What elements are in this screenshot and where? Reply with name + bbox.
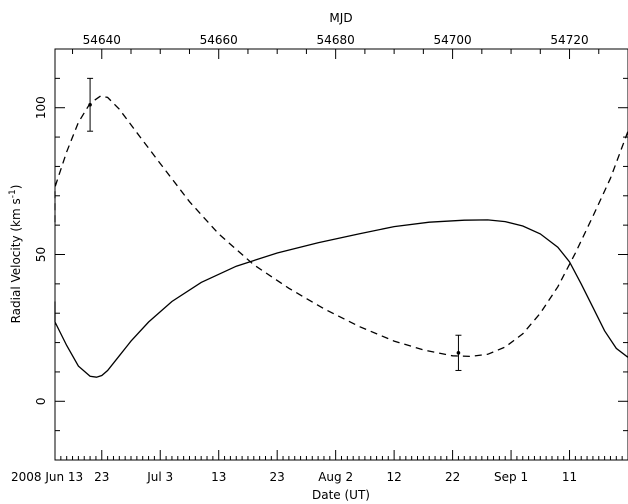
- y-axis-title: Radial Velocity (km s-1): [8, 185, 23, 324]
- bottom-tick-label: 12: [386, 470, 401, 484]
- top-axis-title: MJD: [329, 11, 352, 25]
- top-tick-label: 54660: [200, 33, 238, 47]
- top-tick-label: 54640: [83, 33, 121, 47]
- data-point: [456, 351, 461, 355]
- y-tick-label: 50: [34, 247, 48, 262]
- bottom-tick-label: 23: [270, 470, 285, 484]
- y-axis-title-close: ): [9, 185, 23, 190]
- bottom-tick-label: 2008 Jun 13: [11, 470, 83, 484]
- plot-frame: [54, 48, 628, 461]
- axis-ticks: [54, 48, 628, 461]
- y-tick-label: 100: [34, 96, 48, 119]
- data-points-group: [87, 77, 462, 371]
- bottom-axis-title: Date (UT): [312, 488, 370, 502]
- bottom-tick-label: 13: [211, 470, 226, 484]
- bottom-tick-label: 11: [562, 470, 577, 484]
- top-tick-label: 54680: [317, 33, 355, 47]
- bottom-tick-label: Sep 1: [494, 470, 528, 484]
- dashed-curve: [54, 95, 628, 358]
- bottom-tick-label: 22: [445, 470, 460, 484]
- series-group: [54, 95, 628, 378]
- data-point: [88, 102, 92, 107]
- solid-curve: [54, 219, 628, 378]
- bottom-tick-label: Aug 2: [318, 470, 353, 484]
- top-tick-label: 54720: [550, 33, 588, 47]
- y-axis-title-sup: -1: [8, 189, 18, 198]
- top-tick-label: 54700: [433, 33, 471, 47]
- y-tick-label: 0: [34, 397, 48, 405]
- bottom-tick-label: 23: [94, 470, 109, 484]
- y-axis-title-main: Radial Velocity (km s: [9, 198, 23, 323]
- bottom-tick-label: Jul 3: [146, 470, 173, 484]
- tick-labels-group: 0 50 100 54640 54660 54680 54700 54720 2008 Jun …: [11, 33, 589, 484]
